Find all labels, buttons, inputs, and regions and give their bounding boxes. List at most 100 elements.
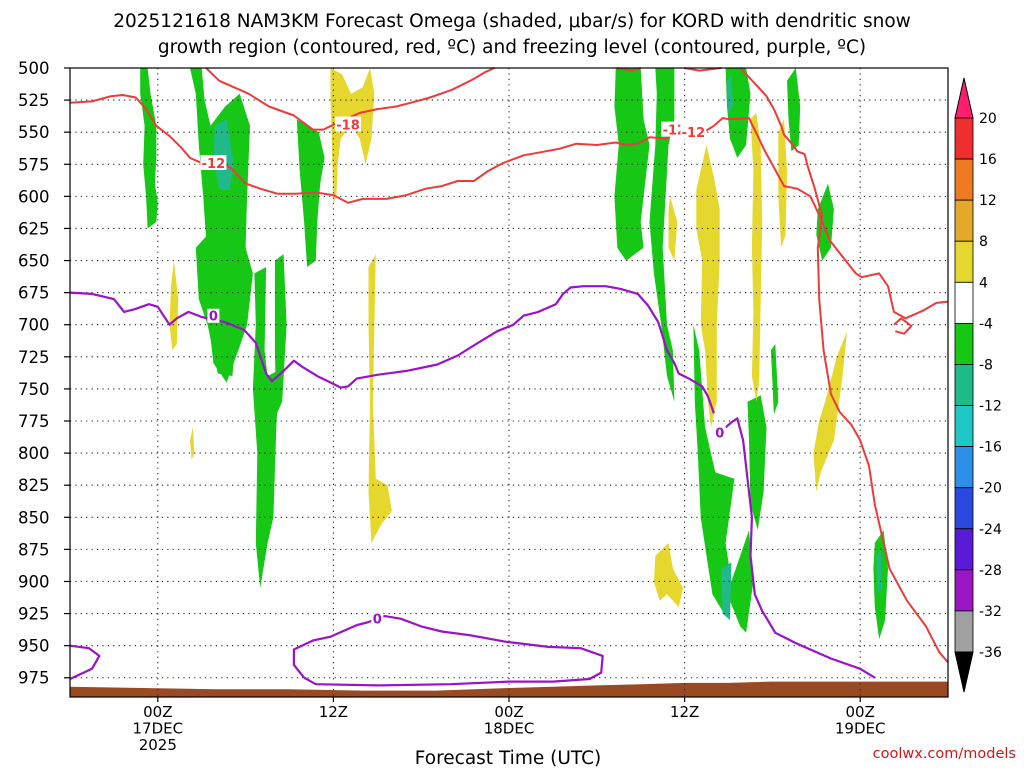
colorbar-segment-9 bbox=[954, 487, 974, 530]
credit-text: coolwx.com/models bbox=[873, 746, 1016, 762]
x-tick-label-3-0: 12Z bbox=[670, 703, 699, 721]
freezing-contour-1 bbox=[724, 417, 876, 679]
y-tick-label-9: 725 bbox=[18, 348, 50, 367]
dendritic-contour-0 bbox=[205, 67, 495, 131]
y-axis: 500 525 550 575 600 625 650 675 700 725 750 775 800 8… bbox=[18, 59, 70, 688]
x-axis-label: Forecast Time (UTC) bbox=[415, 748, 601, 768]
y-tick-label-15: 875 bbox=[18, 540, 50, 559]
freezing-label-bg-1 bbox=[713, 425, 726, 440]
colorbar-label-13: -36 bbox=[979, 645, 1002, 661]
freezing-contour-label-2: 0 bbox=[373, 613, 382, 628]
y-tick-label-2: 550 bbox=[18, 123, 50, 142]
x-tick-label-0-1: 17DEC bbox=[133, 720, 184, 738]
omega-region-15 bbox=[693, 324, 754, 633]
dendritic-contour-3 bbox=[703, 117, 949, 320]
chart-title-line-1: 2025121618 NAM3KM Forecast Omega (shaded… bbox=[113, 11, 911, 32]
colorbar-label-1: 16 bbox=[979, 152, 997, 168]
colorbar-label-4: 4 bbox=[979, 275, 988, 291]
colorbar-segment-8 bbox=[954, 446, 974, 489]
y-tick-label-16: 900 bbox=[18, 572, 50, 591]
y-tick-label-8: 700 bbox=[18, 316, 50, 335]
omega-region-14 bbox=[668, 196, 678, 261]
colorbar-label-0: 20 bbox=[979, 111, 997, 127]
x-tick-label-2-0: 00Z bbox=[494, 703, 523, 721]
colorbar-label-2: 12 bbox=[979, 193, 997, 209]
freezing-contour-2 bbox=[292, 614, 604, 687]
colorbar-label-7: -12 bbox=[979, 399, 1002, 415]
omega-region-9 bbox=[169, 260, 179, 351]
colorbar-segment-4 bbox=[954, 281, 974, 324]
omega-region-29 bbox=[876, 549, 883, 595]
x-tick-label-2-1: 18DEC bbox=[484, 720, 535, 738]
y-tick-label-6: 650 bbox=[18, 252, 50, 271]
colorbar-segment-6 bbox=[954, 364, 974, 406]
dendritic-contour-7 bbox=[893, 317, 913, 335]
freezing-contour-label-1: 0 bbox=[715, 427, 724, 442]
y-tick-label-17: 925 bbox=[18, 605, 50, 624]
omega-region-20 bbox=[770, 344, 779, 415]
colorbar-label-3: 8 bbox=[979, 234, 988, 250]
omega-region-6 bbox=[274, 254, 287, 415]
dendritic-contour-6 bbox=[739, 67, 949, 663]
x-tick-label-0-2: 2025 bbox=[139, 736, 177, 754]
y-tick-label-0: 500 bbox=[18, 59, 50, 78]
omega-region-24 bbox=[750, 112, 763, 402]
omega-region-27 bbox=[653, 543, 684, 608]
colorbar-segment-1 bbox=[954, 158, 974, 201]
omega-region-11 bbox=[368, 254, 392, 543]
freezing-label-bg-0 bbox=[207, 308, 220, 323]
dendritic-contour-5 bbox=[684, 67, 722, 72]
dendritic-contour-label-3: -12 bbox=[682, 126, 706, 141]
dendritic-label-bg-4 bbox=[200, 154, 227, 170]
colorbar-bottom-triangle bbox=[954, 651, 974, 693]
y-tick-label-14: 850 bbox=[18, 508, 50, 527]
freezing-label-bg-2 bbox=[371, 611, 384, 626]
colorbar-segment-5 bbox=[954, 322, 974, 365]
y-tick-label-3: 575 bbox=[18, 155, 50, 174]
colorbar-segment-12 bbox=[954, 610, 974, 653]
dendritic-label-bg-0 bbox=[335, 116, 362, 132]
x-tick-label-4-0: 00Z bbox=[846, 703, 875, 721]
y-tick-label-1: 525 bbox=[18, 91, 50, 110]
omega-region-18 bbox=[727, 74, 733, 113]
omega-region-16 bbox=[721, 562, 732, 620]
colorbar-segment-2 bbox=[954, 199, 974, 242]
y-tick-label-11: 775 bbox=[18, 412, 50, 431]
x-tick-label-1-0: 12Z bbox=[319, 703, 348, 721]
freezing-level-layer: 0 0 0 bbox=[69, 285, 876, 687]
y-tick-label-4: 600 bbox=[18, 187, 50, 206]
plot-area: -18 -12-12-12 0 0 0 bbox=[69, 67, 949, 698]
y-tick-label-19: 975 bbox=[18, 669, 50, 688]
colorbar-label-10: -24 bbox=[979, 522, 1002, 538]
colorbar-segment-11 bbox=[954, 569, 974, 612]
dendritic-contour-2 bbox=[69, 94, 676, 204]
freezing-contour-label-0: 0 bbox=[209, 310, 218, 325]
colorbar-label-11: -28 bbox=[979, 563, 1002, 579]
omega-region-21 bbox=[787, 68, 801, 152]
omega-region-2 bbox=[213, 119, 234, 190]
colorbar-segment-10 bbox=[954, 528, 974, 571]
omega-region-1 bbox=[190, 68, 253, 383]
y-tick-label-13: 825 bbox=[18, 476, 50, 495]
chart-title-line-2: growth region (contoured, red, ºC) and f… bbox=[158, 37, 866, 58]
dendritic-contour-1 bbox=[617, 67, 641, 72]
freezing-contour-3 bbox=[69, 644, 101, 680]
colorbar-top-triangle bbox=[954, 77, 974, 119]
dendritic-contour-layer: -18 -12-12-12 bbox=[69, 67, 949, 663]
colorbar-label-12: -32 bbox=[979, 604, 1002, 620]
omega-region-23 bbox=[696, 145, 720, 428]
dendritic-contour-label-4: -12 bbox=[202, 157, 226, 172]
omega-region-8 bbox=[330, 68, 375, 203]
dendritic-label-bg-3 bbox=[680, 124, 707, 140]
omega-shading-layer bbox=[140, 68, 888, 640]
y-tick-label-5: 625 bbox=[18, 219, 50, 238]
omega-region-13 bbox=[649, 68, 675, 402]
colorbar-label-9: -20 bbox=[979, 481, 1002, 497]
omega-region-5 bbox=[252, 267, 280, 588]
dendritic-contour-label-2: -12 bbox=[663, 124, 687, 139]
colorbar-label-6: -8 bbox=[979, 357, 993, 373]
freezing-contour-0 bbox=[69, 285, 715, 414]
colorbar-segment-0 bbox=[954, 117, 974, 160]
